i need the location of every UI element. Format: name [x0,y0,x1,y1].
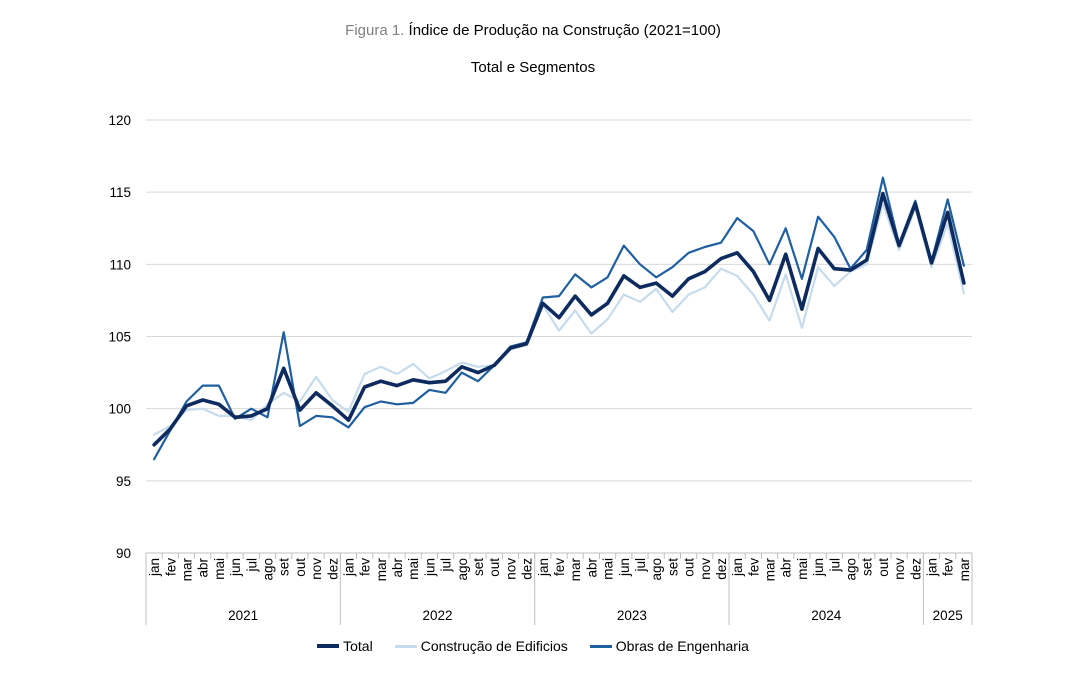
y-tick-label: 90 [116,546,131,561]
x-tick-label: mai [212,558,227,580]
x-tick-label: jun [422,558,437,577]
y-tick-label: 95 [116,474,131,489]
x-tick-label: jan [925,558,940,577]
x-tick-label: fev [358,558,373,576]
year-label: 2024 [811,608,842,623]
y-tick-label: 110 [109,257,131,272]
x-tick-label: abr [196,557,211,577]
series-line-engenharia [153,176,966,461]
x-tick-label: jun [617,558,632,577]
y-tick-label: 120 [108,113,131,128]
x-tick-label: jul [244,558,259,573]
x-tick-label: jul [439,558,454,573]
legend-swatch-total [317,644,340,648]
x-tick-label: fev [941,558,956,576]
y-tick-label: 115 [109,185,131,200]
x-tick-label: out [487,558,502,577]
x-tick-label: jul [633,558,648,573]
series-lines [152,176,966,461]
figure-prefix: Figura 1. [345,22,405,39]
year-label: 2021 [228,608,258,623]
legend-label-edificios: Construção de Edificios [420,638,568,654]
x-tick-label: abr [584,557,599,577]
chart-subtitle: Total e Segmentos [470,59,596,76]
x-tick-label: out [876,558,891,577]
x-tick-label: dez [714,558,729,580]
y-tick-label: 105 [108,330,131,345]
x-tick-label: abr [779,557,794,577]
x-tick-label: mar [568,557,583,581]
x-tick-label: ago [844,558,859,581]
year-label: 2023 [617,608,647,623]
year-label: 2022 [423,608,453,623]
series-line-edificios [153,202,966,436]
legend-item-edificios: Construção de Edificios [394,638,568,654]
x-tick-label: out [682,558,697,577]
x-tick-label: mar [374,557,389,581]
legend-swatch-edificios [394,644,417,648]
y-tick-label: 100 [108,402,131,417]
legend: Total Construção de Edificios Obras de E… [0,638,1066,654]
gridlines [146,119,972,554]
x-tick-label: dez [325,558,340,580]
x-tick-label: set [860,558,875,576]
x-axis: jan fev mar abr mai jun jul ago set out nov dez jan f… [145,553,973,625]
x-tick-label: dez [908,558,923,580]
x-tick-label: nov [892,558,907,580]
x-tick-label: jan [147,558,162,577]
y-axis-ticks: 90 95 100 105 110 115 120 [108,113,131,561]
chart-title: Figura 1. Índice de Produção na Construç… [0,22,1066,39]
x-tick-label: mar [763,557,778,581]
x-tick-label: nov [309,558,324,580]
legend-swatch-engenharia [589,644,612,648]
x-tick-label: set [277,558,292,576]
x-tick-label: ago [455,558,470,581]
figure-title: Índice de Produção na Construção (2021=1… [408,22,721,39]
x-tick-label: abr [390,557,405,577]
x-tick-label: set [471,558,486,576]
x-tick-label: mai [795,558,810,580]
x-tick-label: fev [746,558,761,576]
x-tick-label: jun [228,558,243,577]
x-tick-label: jun [811,558,826,577]
x-tick-label: out [293,558,308,577]
x-tick-label: nov [698,558,713,580]
x-tick-label: ago [649,558,664,581]
x-tick-label: set [665,558,680,576]
x-tick-label: jan [536,558,551,577]
x-tick-label: mar [957,557,972,581]
x-tick-label: jul [827,558,842,573]
x-tick-label: mai [601,558,616,580]
x-tick-label: fev [163,558,178,576]
legend-item-total: Total [317,638,373,654]
x-tick-label: jan [341,558,356,577]
legend-item-engenharia: Obras de Engenharia [589,638,749,654]
x-tick-label: fev [552,558,567,576]
legend-label-total: Total [343,638,373,654]
year-label: 2025 [933,608,963,623]
x-tick-label: nov [503,558,518,580]
x-tick-label: jan [730,558,745,577]
x-tick-label: ago [260,558,275,581]
x-tick-label: mai [406,558,421,580]
legend-label-engenharia: Obras de Engenharia [615,638,749,654]
series-line-total [152,191,966,447]
x-tick-label: mar [179,557,194,581]
x-tick-label: dez [520,558,535,580]
